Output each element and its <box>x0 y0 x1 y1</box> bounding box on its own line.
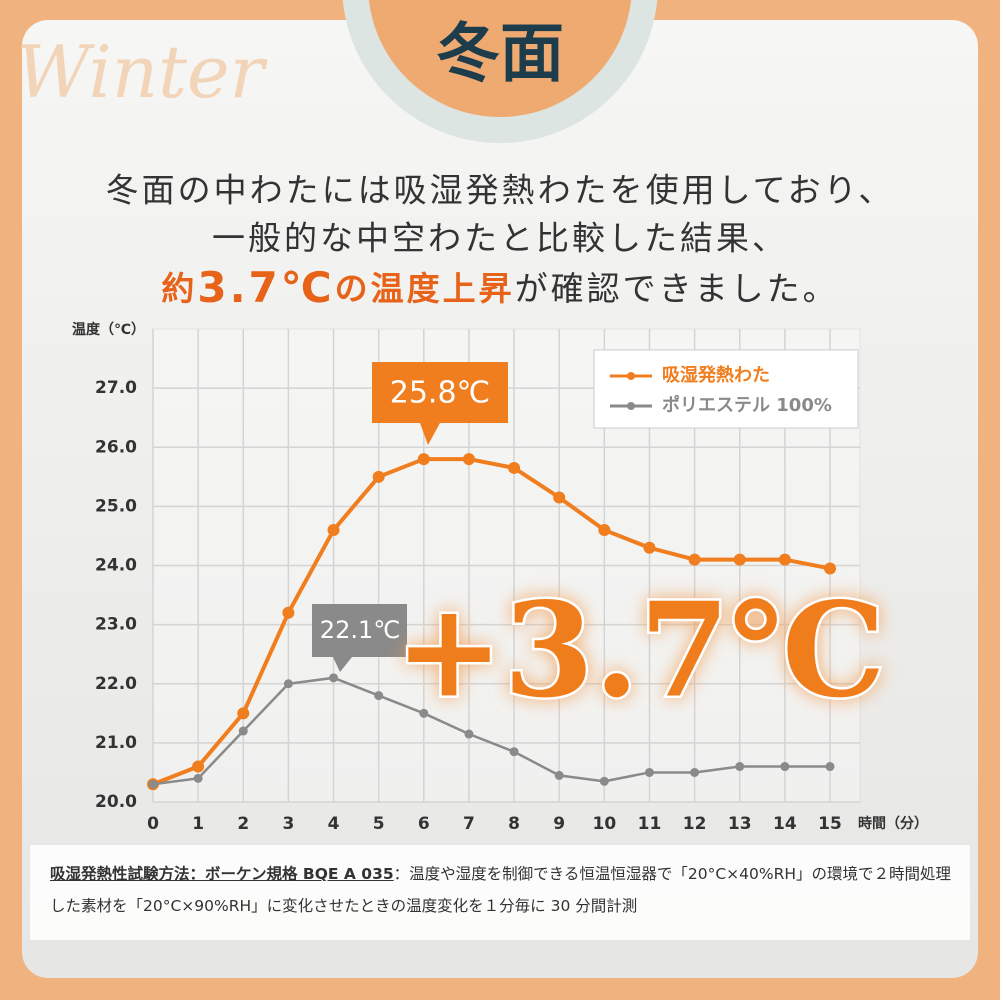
point <box>464 729 474 739</box>
badge-title: 冬面 <box>436 18 564 92</box>
intro-line: 約3.7℃の温度上昇が確認できました。 <box>161 263 838 312</box>
x-tick-label: 7 <box>463 814 475 834</box>
annotation: 22.1℃ <box>320 616 400 644</box>
x-tick-label: 13 <box>728 814 752 834</box>
point <box>148 779 158 789</box>
point <box>509 747 519 757</box>
x-tick-label: 2 <box>237 814 249 834</box>
annotation: +3.7℃ <box>395 574 886 727</box>
point <box>193 773 203 783</box>
point <box>372 470 385 483</box>
y-tick-label: 20.0 <box>95 792 137 812</box>
x-tick-label: 4 <box>328 814 340 834</box>
series-line <box>152 676 830 786</box>
legend-label: 吸湿発熱わた <box>662 364 770 386</box>
x-tick-label: 15 <box>818 814 842 834</box>
legend-label: ポリエステル 100% <box>662 394 832 416</box>
footnote-method: 吸湿発熱性試験方法：ボーケン規格 BQE A 035 <box>50 865 394 883</box>
point <box>690 767 700 777</box>
point <box>327 524 340 537</box>
x-tick-label: 12 <box>683 814 707 834</box>
y-axis-label: 温度（℃） <box>72 321 145 338</box>
legend-swatch <box>627 402 635 410</box>
intro-emphasis: 3.7℃ <box>197 263 334 312</box>
x-tick-label: 11 <box>638 814 662 834</box>
intro-emphasis: 約 <box>161 269 197 308</box>
annotation: 25.8℃ <box>390 376 491 411</box>
point <box>778 553 791 566</box>
point <box>735 762 745 772</box>
point <box>733 553 746 566</box>
x-tick-label: 5 <box>373 814 385 834</box>
point <box>599 776 609 786</box>
point <box>419 708 429 718</box>
x-tick-label: 1 <box>192 814 204 834</box>
point <box>644 767 654 777</box>
x-axis-label: 時間（分） <box>858 815 928 832</box>
x-tick-label: 10 <box>592 814 616 834</box>
point <box>237 707 250 720</box>
point <box>192 760 205 773</box>
point <box>780 762 790 772</box>
footnote: 吸湿発熱性試験方法：ボーケン規格 BQE A 035：温度や湿度を制御できる恒温… <box>50 858 955 922</box>
x-tick-label: 0 <box>147 814 159 834</box>
y-tick-label: 22.0 <box>95 674 137 694</box>
point <box>824 562 836 575</box>
y-tick-label: 25.0 <box>95 496 137 516</box>
y-tick-label: 24.0 <box>95 556 137 576</box>
point <box>643 541 656 554</box>
x-tick-label: 14 <box>773 814 797 834</box>
callout-box <box>312 604 407 672</box>
point <box>462 453 475 466</box>
legend-box <box>593 349 859 429</box>
intro-line: 冬面の中わたには吸湿発熱わたを使用しており、 <box>106 171 895 210</box>
point <box>238 726 248 736</box>
x-tick-label: 3 <box>282 814 294 834</box>
y-tick-label: 23.0 <box>95 615 137 635</box>
intro-line: 一般的な中空わたと比較した結果、 <box>212 219 788 258</box>
point <box>417 453 430 466</box>
point <box>283 679 293 689</box>
point <box>688 553 701 566</box>
badge-circle <box>368 0 632 117</box>
x-tick-label: 8 <box>508 814 520 834</box>
footnote-panel <box>30 845 970 940</box>
callout-box <box>372 362 508 445</box>
y-tick-label: 21.0 <box>95 733 137 753</box>
x-tick-label: 6 <box>418 814 430 834</box>
y-tick-label: 26.0 <box>95 437 137 457</box>
x-tick-label: 9 <box>553 814 565 834</box>
legend-swatch <box>627 372 635 380</box>
watermark: Winter <box>16 30 268 114</box>
point <box>553 491 566 504</box>
point <box>598 524 611 537</box>
y-tick-label: 27.0 <box>95 378 137 398</box>
point <box>329 673 339 683</box>
point <box>282 606 295 619</box>
series-line <box>152 457 831 787</box>
intro-tail: が確認できました。 <box>515 269 839 308</box>
point <box>554 770 564 780</box>
footnote-text: ：温度や湿度を制御できる恒温恒湿器で「20°C×40%RH」の環境で２時間処理し… <box>50 865 952 915</box>
point <box>374 691 384 701</box>
point <box>825 762 835 772</box>
intro-emphasis: の温度上昇 <box>335 269 515 308</box>
point <box>508 461 521 474</box>
